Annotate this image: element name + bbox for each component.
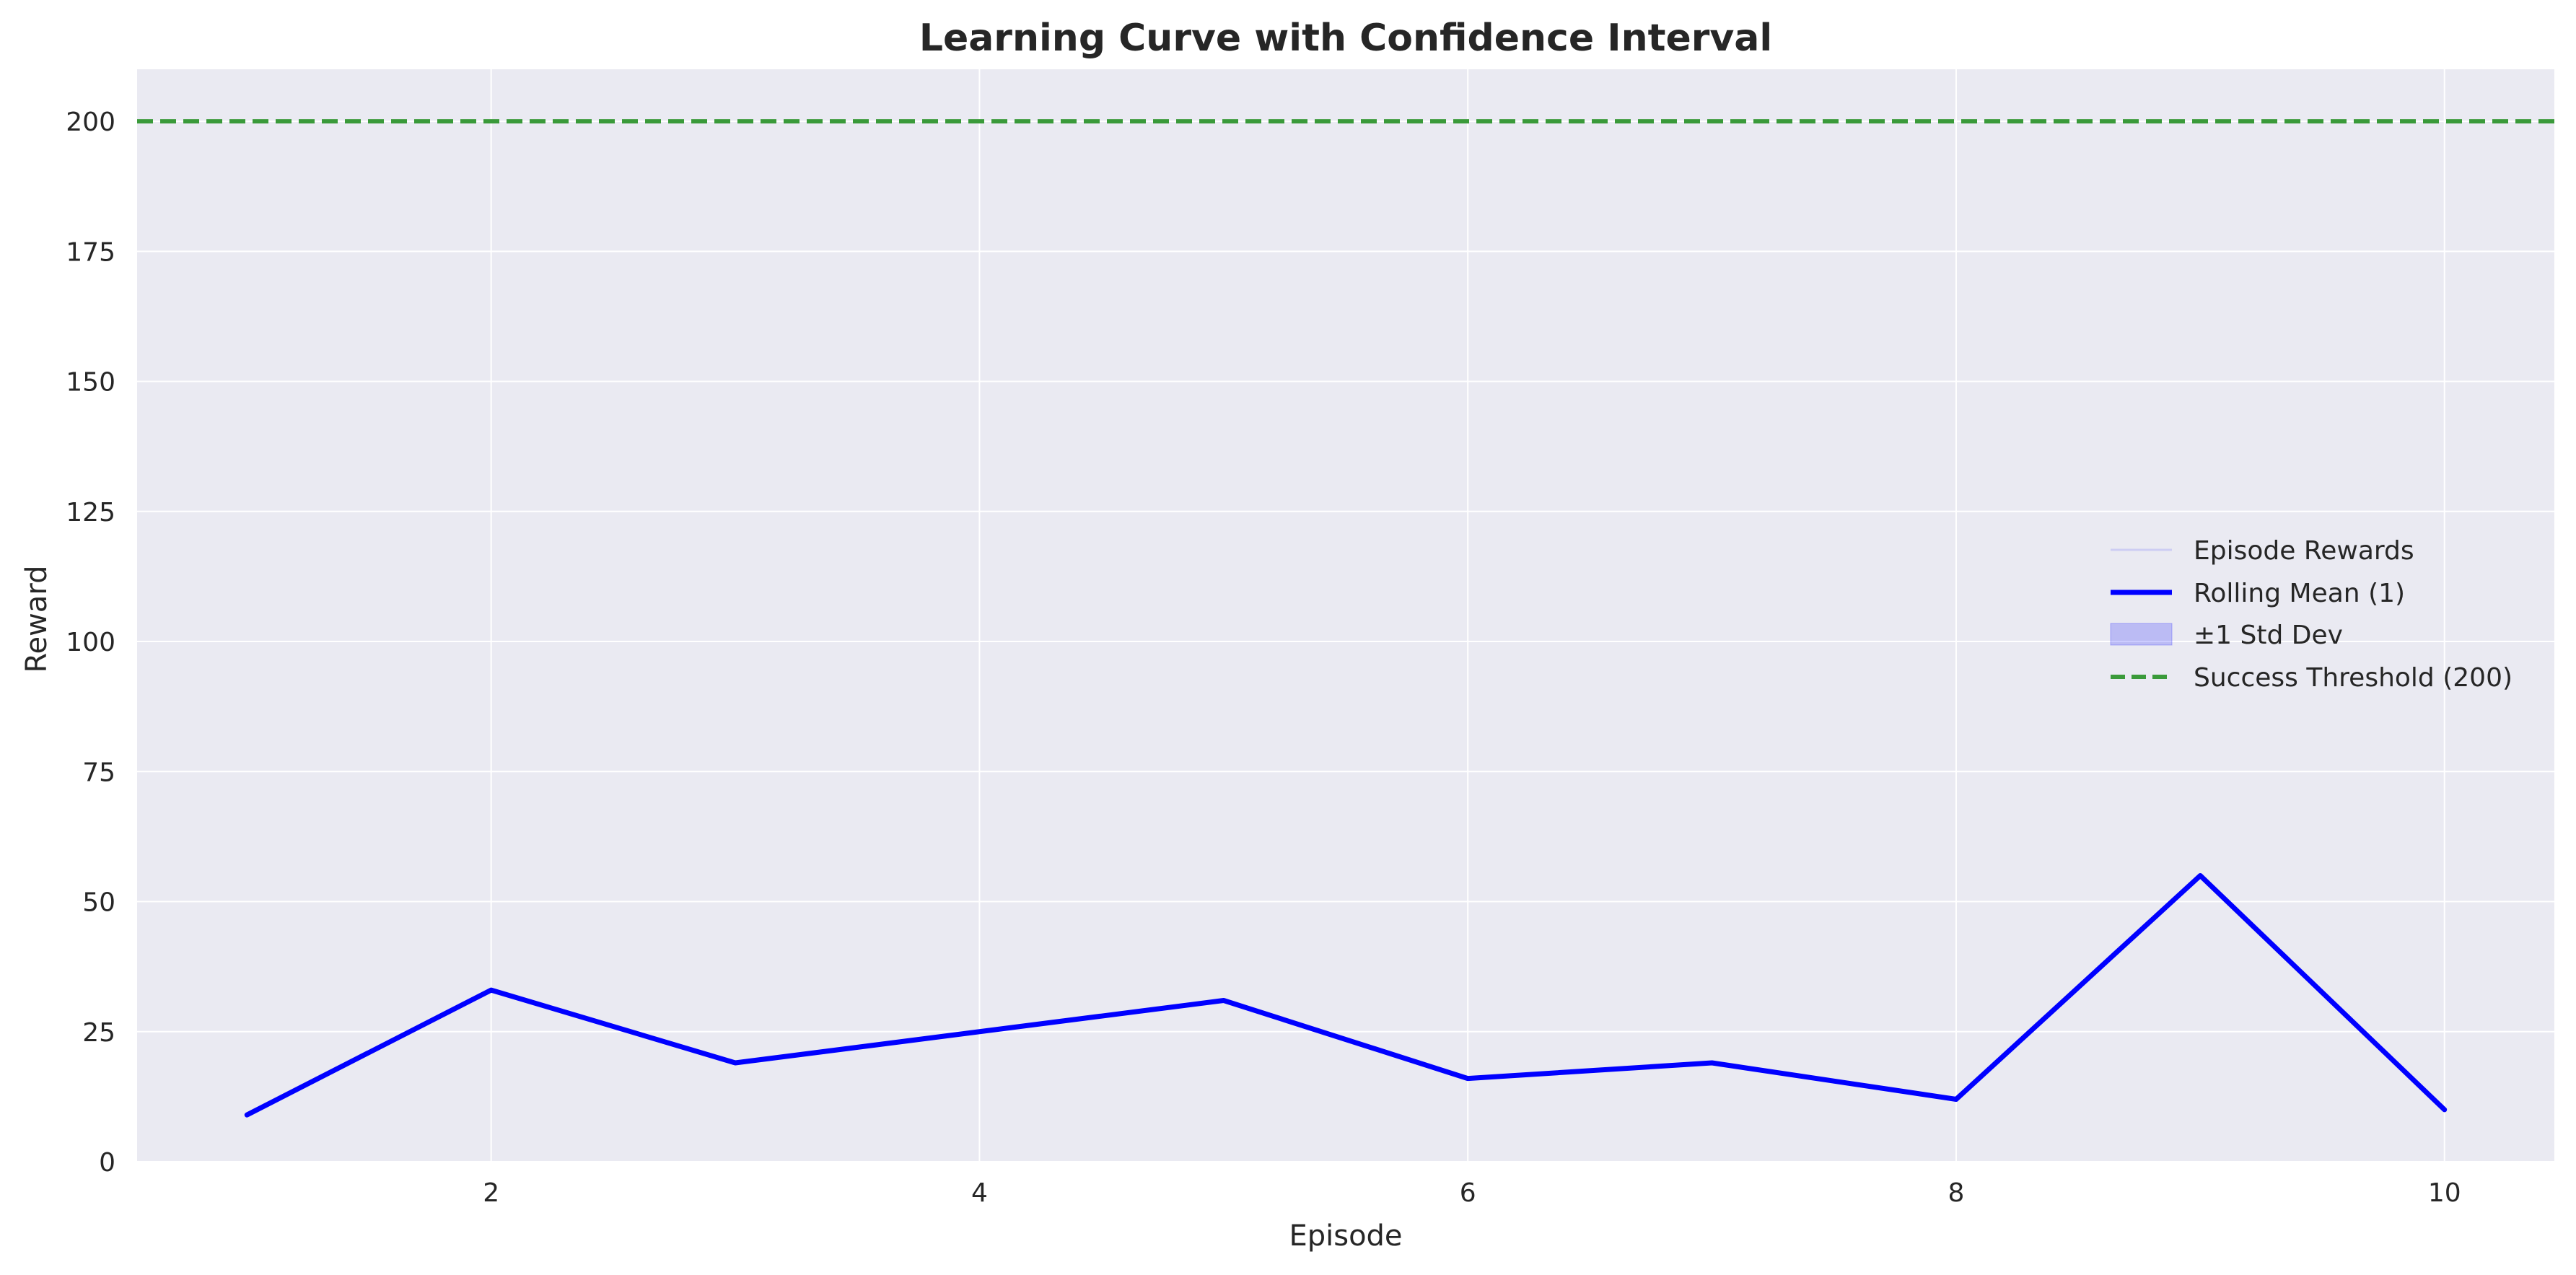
x-tick-label-1: 4 (971, 1178, 988, 1208)
y-tick-label-0: 0 (99, 1148, 115, 1178)
x-tick-label-4: 10 (2428, 1178, 2461, 1208)
rolling-mean-point-3 (735, 1062, 736, 1064)
x-tick-label-0: 2 (483, 1178, 499, 1208)
legend-label-rolling-mean: Rolling Mean (1) (2194, 579, 2405, 608)
legend: Episode Rewards Rolling Mean (1) ±1 Std … (2110, 536, 2513, 693)
rolling-mean-point-10 (2444, 1109, 2445, 1110)
rolling-mean-line (244, 872, 2448, 1118)
chart-title: Learning Curve with Confidence Interval (919, 17, 1772, 60)
x-tick-label-2: 6 (1460, 1178, 1476, 1208)
legend-label-std-dev: ±1 Std Dev (2194, 621, 2343, 650)
y-tick-label-3: 75 (82, 758, 115, 787)
y-tick-label-1: 25 (82, 1018, 115, 1048)
y-tick-label-4: 100 (66, 628, 115, 657)
rolling-mean-point-9 (2199, 875, 2201, 876)
y-tick-label-5: 125 (66, 498, 115, 527)
legend-item-rolling-mean: Rolling Mean (1) (2111, 579, 2405, 608)
legend-swatch-std-dev (2110, 623, 2173, 646)
x-axis-label: Episode (1289, 1219, 1402, 1253)
plot-background (137, 69, 2554, 1162)
legend-item-episode-rewards: Episode Rewards (2111, 536, 2414, 566)
series-lines (244, 872, 2448, 1118)
legend-item-success-threshold: Success Threshold (200) (2111, 663, 2513, 693)
rolling-mean-point-4 (978, 1031, 980, 1033)
rolling-mean-point-8 (1955, 1098, 1957, 1100)
legend-label-success-threshold: Success Threshold (200) (2194, 663, 2513, 693)
legend-label-episode-rewards: Episode Rewards (2194, 536, 2414, 566)
y-axis-label: Reward (20, 566, 53, 673)
x-tick-label-3: 8 (1948, 1178, 1965, 1208)
y-tick-label-6: 150 (66, 368, 115, 398)
legend-item-std-dev: ±1 Std Dev (2110, 621, 2343, 650)
y-tick-label-7: 175 (66, 237, 115, 267)
rolling-mean-point-5 (1223, 1000, 1225, 1002)
y-tick-label-2: 50 (82, 888, 115, 918)
y-tick-label-8: 200 (66, 108, 115, 137)
